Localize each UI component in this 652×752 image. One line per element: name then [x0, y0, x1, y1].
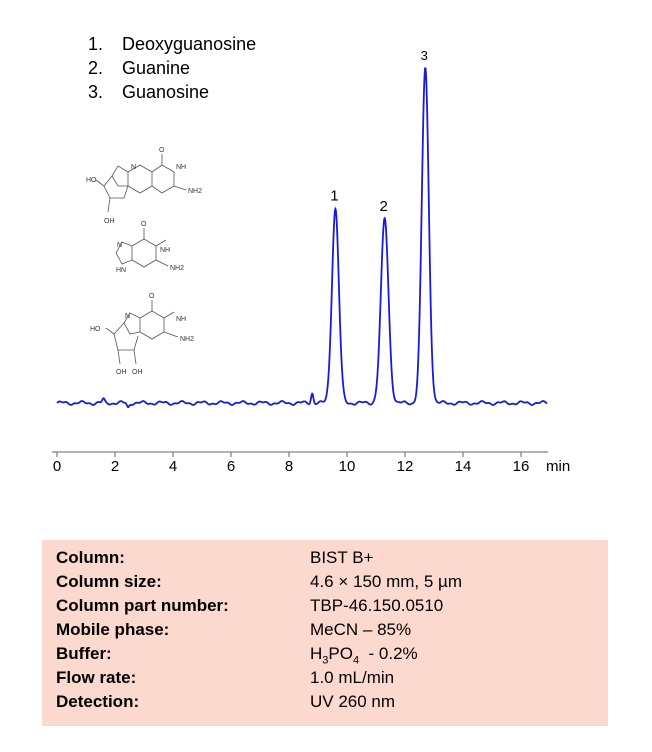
- atom-label: NH: [160, 247, 170, 254]
- atom-label: NH: [176, 164, 186, 171]
- x-tick-label: 16: [513, 458, 530, 475]
- legend-item-1: 1. Deoxyguanosine: [88, 32, 256, 56]
- condition-row-detection: Detection: UV 260 nm: [42, 692, 608, 716]
- atom-label: N: [117, 242, 122, 249]
- condition-row-mobile-phase: Mobile phase: MeCN – 85%: [42, 620, 608, 644]
- condition-key: Column part number:: [56, 596, 229, 615]
- condition-row-buffer: Buffer: H3PO4 - 0.2%: [42, 644, 608, 668]
- condition-key: Detection:: [56, 692, 140, 711]
- condition-value: 4.6 × 150 mm, 5 µm: [310, 572, 462, 591]
- peak-label: 1: [330, 188, 338, 205]
- condition-row-flow-rate: Flow rate: 1.0 mL/min: [42, 668, 608, 692]
- condition-key: Column size:: [56, 572, 162, 591]
- x-tick-label: 0: [53, 458, 61, 475]
- x-tick-label: 10: [339, 458, 356, 475]
- x-tick-label: 12: [397, 458, 414, 475]
- condition-value: MeCN – 85%: [310, 620, 412, 639]
- legend-number: 2.: [88, 58, 104, 78]
- method-conditions-panel: Column: BIST B+ Column size: 4.6 × 150 m…: [42, 540, 608, 726]
- buffer-subscript: 4: [352, 654, 360, 667]
- legend-name: Guanosine: [122, 82, 210, 102]
- legend-name: Guanine: [122, 58, 191, 78]
- chromatogram: HO OH NH NH2 O N HN NH NH2 O N HO OH OH …: [52, 48, 570, 475]
- condition-row-column: Column: BIST B+: [42, 548, 608, 572]
- peak-label: 3: [421, 48, 428, 63]
- condition-row-part-number: Column part number: TBP-46.150.0510: [42, 596, 608, 620]
- legend-number: 1.: [88, 34, 104, 54]
- legend-item-2: 2. Guanine: [88, 56, 256, 80]
- atom-label: O: [141, 221, 147, 228]
- atom-label: OH: [132, 369, 143, 376]
- condition-key: Flow rate:: [56, 668, 137, 687]
- atom-label: OH: [116, 369, 127, 376]
- x-axis-unit: min: [546, 458, 570, 475]
- atom-label: O: [149, 293, 155, 300]
- atom-label: HO: [90, 326, 101, 333]
- atom-label: NH: [176, 316, 186, 323]
- peak-legend: 1. Deoxyguanosine 2. Guanine 3. Guanosin…: [88, 32, 256, 104]
- atom-label: N: [131, 164, 136, 171]
- condition-value: H3PO4 - 0.2%: [310, 644, 418, 666]
- legend-number: 3.: [88, 82, 104, 102]
- legend-name: Deoxyguanosine: [122, 34, 257, 54]
- x-tick-label: 2: [111, 458, 119, 475]
- atom-label: N: [125, 313, 130, 320]
- x-tick-label: 4: [169, 458, 177, 475]
- condition-row-column-size: Column size: 4.6 × 150 mm, 5 µm: [42, 572, 608, 596]
- condition-key: Mobile phase:: [56, 620, 170, 639]
- buffer-text: - 0.2%: [359, 644, 418, 663]
- condition-value: TBP-46.150.0510: [310, 596, 444, 615]
- atom-label: NH2: [188, 188, 202, 195]
- structure-deoxyguanosine: HO OH NH NH2 O N: [86, 147, 202, 225]
- structure-guanine: HN NH NH2 O N: [115, 221, 184, 274]
- condition-value: 1.0 mL/min: [310, 668, 395, 687]
- buffer-subscript: 3: [322, 654, 329, 667]
- atom-label: HN: [116, 267, 126, 274]
- condition-value: BIST B+: [310, 548, 374, 567]
- structure-guanosine: HO OH OH NH NH2 O N: [90, 293, 194, 376]
- condition-key: Buffer:: [56, 644, 112, 663]
- chromatogram-trace: [56, 67, 548, 409]
- atom-label: O: [159, 147, 165, 154]
- legend-item-3: 3. Guanosine: [88, 80, 256, 104]
- atom-label: NH2: [170, 265, 184, 272]
- condition-value: UV 260 nm: [310, 692, 396, 711]
- buffer-text: PO: [328, 644, 353, 663]
- x-tick-label: 8: [285, 458, 293, 475]
- x-tick-label: 14: [455, 458, 472, 475]
- buffer-text: H: [310, 644, 323, 663]
- condition-key: Column:: [56, 548, 125, 567]
- peak-label: 2: [380, 198, 388, 215]
- atom-label: HO: [86, 177, 97, 184]
- atom-label: NH2: [180, 336, 194, 343]
- atom-label: OH: [104, 218, 115, 225]
- x-tick-label: 6: [227, 458, 235, 475]
